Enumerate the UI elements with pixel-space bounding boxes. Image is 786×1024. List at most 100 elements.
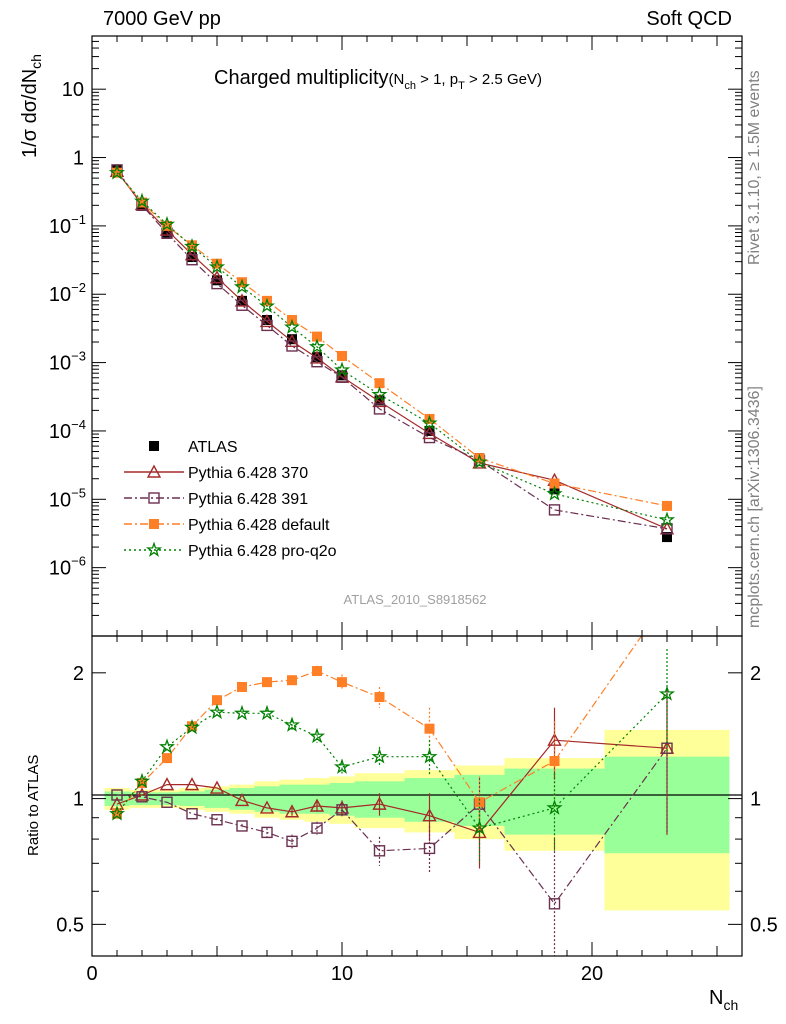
ratio-point-pythia-6-428-391-1 — [136, 791, 148, 803]
plot-title: Charged multiplicity(Nch > 1, pT > 2.5 G… — [214, 67, 542, 92]
ratio-band-inner-3 — [179, 791, 205, 807]
data-point-pythia-6-428-pro-q2o-12 — [471, 453, 488, 470]
ratio-point-pythia-6-428-default-5 — [237, 681, 247, 692]
header-left: 7000 GeV pp — [103, 8, 221, 30]
ratio-point-pythia-6-428-default-7 — [287, 675, 297, 686]
y-tick-label: 10−3 — [49, 349, 86, 375]
y-axis-label-ratio: Ratio to ATLAS — [25, 755, 42, 856]
ratio-series-pythia-6-428-default — [112, 636, 643, 833]
ratio-point-pythia-6-428-391-2 — [161, 796, 173, 808]
ratio-point-pythia-6-428-370-6 — [259, 800, 275, 814]
ratio-point-pythia-6-428-391-6 — [261, 826, 273, 839]
y-tick-label: 10−4 — [49, 417, 86, 443]
legend-item-pythia-6-428-default: Pythia 6.428 default — [124, 517, 330, 534]
ratio-y-tick-label-right: 2 — [750, 663, 761, 685]
y-tick-label: 10−2 — [49, 280, 86, 306]
data-point-pythia-6-428-pro-q2o-5 — [233, 278, 251, 294]
legend-marker-atlas — [149, 441, 159, 451]
header-right: Soft QCD — [646, 8, 732, 30]
ratio-point-pythia-6-428-pro-q2o-2 — [158, 738, 176, 754]
ratio-point-pythia-6-428-391-11 — [423, 842, 436, 855]
ratio-point-pythia-6-428-391-0 — [111, 789, 123, 801]
legend-item-pythia-6-428-pro-q2o: Pythia 6.428 pro-q2o — [124, 541, 337, 560]
legend-label-pythia-6-428-default: Pythia 6.428 default — [188, 517, 330, 534]
ratio-band-inner-4 — [204, 789, 230, 808]
ratio-point-pythia-6-428-pro-q2o-13 — [546, 799, 563, 815]
data-point-pythia-6-428-391-6 — [261, 319, 273, 332]
x-tick-label: 0 — [86, 963, 97, 985]
y-tick-label: 10−6 — [49, 554, 86, 580]
data-point-atlas-11 — [424, 425, 435, 436]
data-point-pythia-6-428-default-14 — [662, 500, 672, 511]
ratio-point-pythia-6-428-370-3 — [184, 777, 200, 791]
legend-marker-pythia-6-428-370 — [146, 464, 162, 478]
ratio-point-pythia-6-428-default-11 — [424, 723, 435, 734]
y-tick-label: 1 — [73, 148, 84, 170]
legend-item-atlas: ATLAS — [149, 439, 238, 456]
analysis-id: ATLAS_2010_S8918562 — [344, 592, 487, 607]
y-tick-label: 10 — [62, 79, 84, 101]
x-axis-label: Nch — [709, 987, 738, 1013]
x-tick-label: 20 — [581, 963, 603, 985]
data-point-pythia-6-428-370-8 — [309, 350, 325, 364]
series-pythia-6-428-default — [112, 167, 672, 511]
data-point-atlas-9 — [337, 370, 347, 381]
y-tick-label: 10−5 — [49, 485, 86, 511]
ratio-point-pythia-6-428-370-13 — [547, 732, 562, 746]
data-point-pythia-6-428-default-13 — [549, 478, 560, 489]
ratio-point-pythia-6-428-pro-q2o-11 — [421, 748, 438, 764]
data-point-pythia-6-428-pro-q2o-8 — [308, 338, 326, 354]
ratio-y-tick-label-left: 0.5 — [56, 914, 84, 936]
legend-marker-pythia-6-428-pro-q2o — [145, 541, 163, 557]
data-point-pythia-6-428-default-9 — [337, 350, 347, 361]
series-atlas — [112, 165, 672, 543]
series-line-pythia-6-428-391 — [116, 169, 668, 530]
ratio-point-pythia-6-428-default-10 — [374, 692, 385, 703]
ratio-point-pythia-6-428-370-2 — [159, 777, 175, 791]
ratio-point-pythia-6-428-pro-q2o-6 — [258, 704, 276, 721]
x-tick-label: 10 — [331, 963, 353, 985]
data-point-pythia-6-428-pro-q2o-13 — [546, 485, 563, 501]
ratio-point-pythia-6-428-pro-q2o-10 — [371, 748, 388, 764]
data-point-pythia-6-428-391-10 — [373, 403, 386, 415]
ratio-point-pythia-6-428-391-8 — [311, 822, 323, 834]
ratio-line-pythia-6-428-pro-q2o — [116, 693, 668, 829]
ratio-point-pythia-6-428-391-3 — [186, 808, 198, 820]
data-point-pythia-6-428-pro-q2o-3 — [183, 237, 201, 254]
data-point-pythia-6-428-pro-q2o-7 — [283, 318, 301, 334]
data-point-pythia-6-428-default-11 — [424, 413, 435, 424]
ratio-point-pythia-6-428-391-13 — [548, 898, 561, 910]
data-point-pythia-6-428-default-2 — [162, 220, 172, 231]
ratio-point-pythia-6-428-370-1 — [134, 787, 150, 801]
data-point-atlas-3 — [187, 252, 197, 263]
ratio-point-pythia-6-428-370-4 — [209, 780, 225, 794]
legend-item-pythia-6-428-370: Pythia 6.428 370 — [124, 464, 308, 482]
ratio-y-tick-label-right: 1 — [750, 789, 761, 811]
data-point-pythia-6-428-391-3 — [186, 254, 198, 266]
data-point-pythia-6-428-pro-q2o-1 — [133, 192, 151, 208]
ratio-point-pythia-6-428-pro-q2o-0 — [108, 805, 126, 821]
ratio-point-pythia-6-428-370-11 — [422, 808, 437, 822]
y-axis-label-main: 1/σ dσ/dNch — [19, 54, 44, 158]
legend-label-pythia-6-428-370: Pythia 6.428 370 — [188, 465, 308, 482]
ratio-point-pythia-6-428-default-2 — [162, 753, 172, 764]
ratio-point-pythia-6-428-391-4 — [211, 814, 223, 826]
legend-label-pythia-6-428-391: Pythia 6.428 391 — [188, 491, 308, 508]
data-point-pythia-6-428-370-4 — [209, 270, 225, 284]
ratio-point-pythia-6-428-default-1 — [137, 777, 147, 788]
ratio-y-tick-label-left: 2 — [73, 663, 84, 685]
ratio-series-pythia-6-428-pro-q2o — [108, 649, 676, 864]
data-point-pythia-6-428-391-14 — [661, 523, 673, 535]
data-point-pythia-6-428-391-8 — [311, 356, 323, 368]
legend: ATLAS Pythia 6.428 370 Pythia 6.428 391 Pyt… — [124, 439, 337, 560]
ratio-point-pythia-6-428-default-8 — [312, 666, 322, 677]
data-point-pythia-6-428-default-10 — [374, 378, 385, 389]
legend-marker-pythia-6-428-default — [149, 519, 159, 529]
legend-marker-pythia-6-428-391 — [148, 492, 160, 504]
ratio-point-pythia-6-428-pro-q2o-1 — [133, 772, 151, 789]
data-point-pythia-6-428-391-11 — [423, 431, 436, 444]
data-point-pythia-6-428-370-10 — [372, 393, 387, 408]
ratio-point-pythia-6-428-default-13 — [549, 756, 560, 767]
ratio-point-pythia-6-428-370-10 — [372, 796, 387, 810]
